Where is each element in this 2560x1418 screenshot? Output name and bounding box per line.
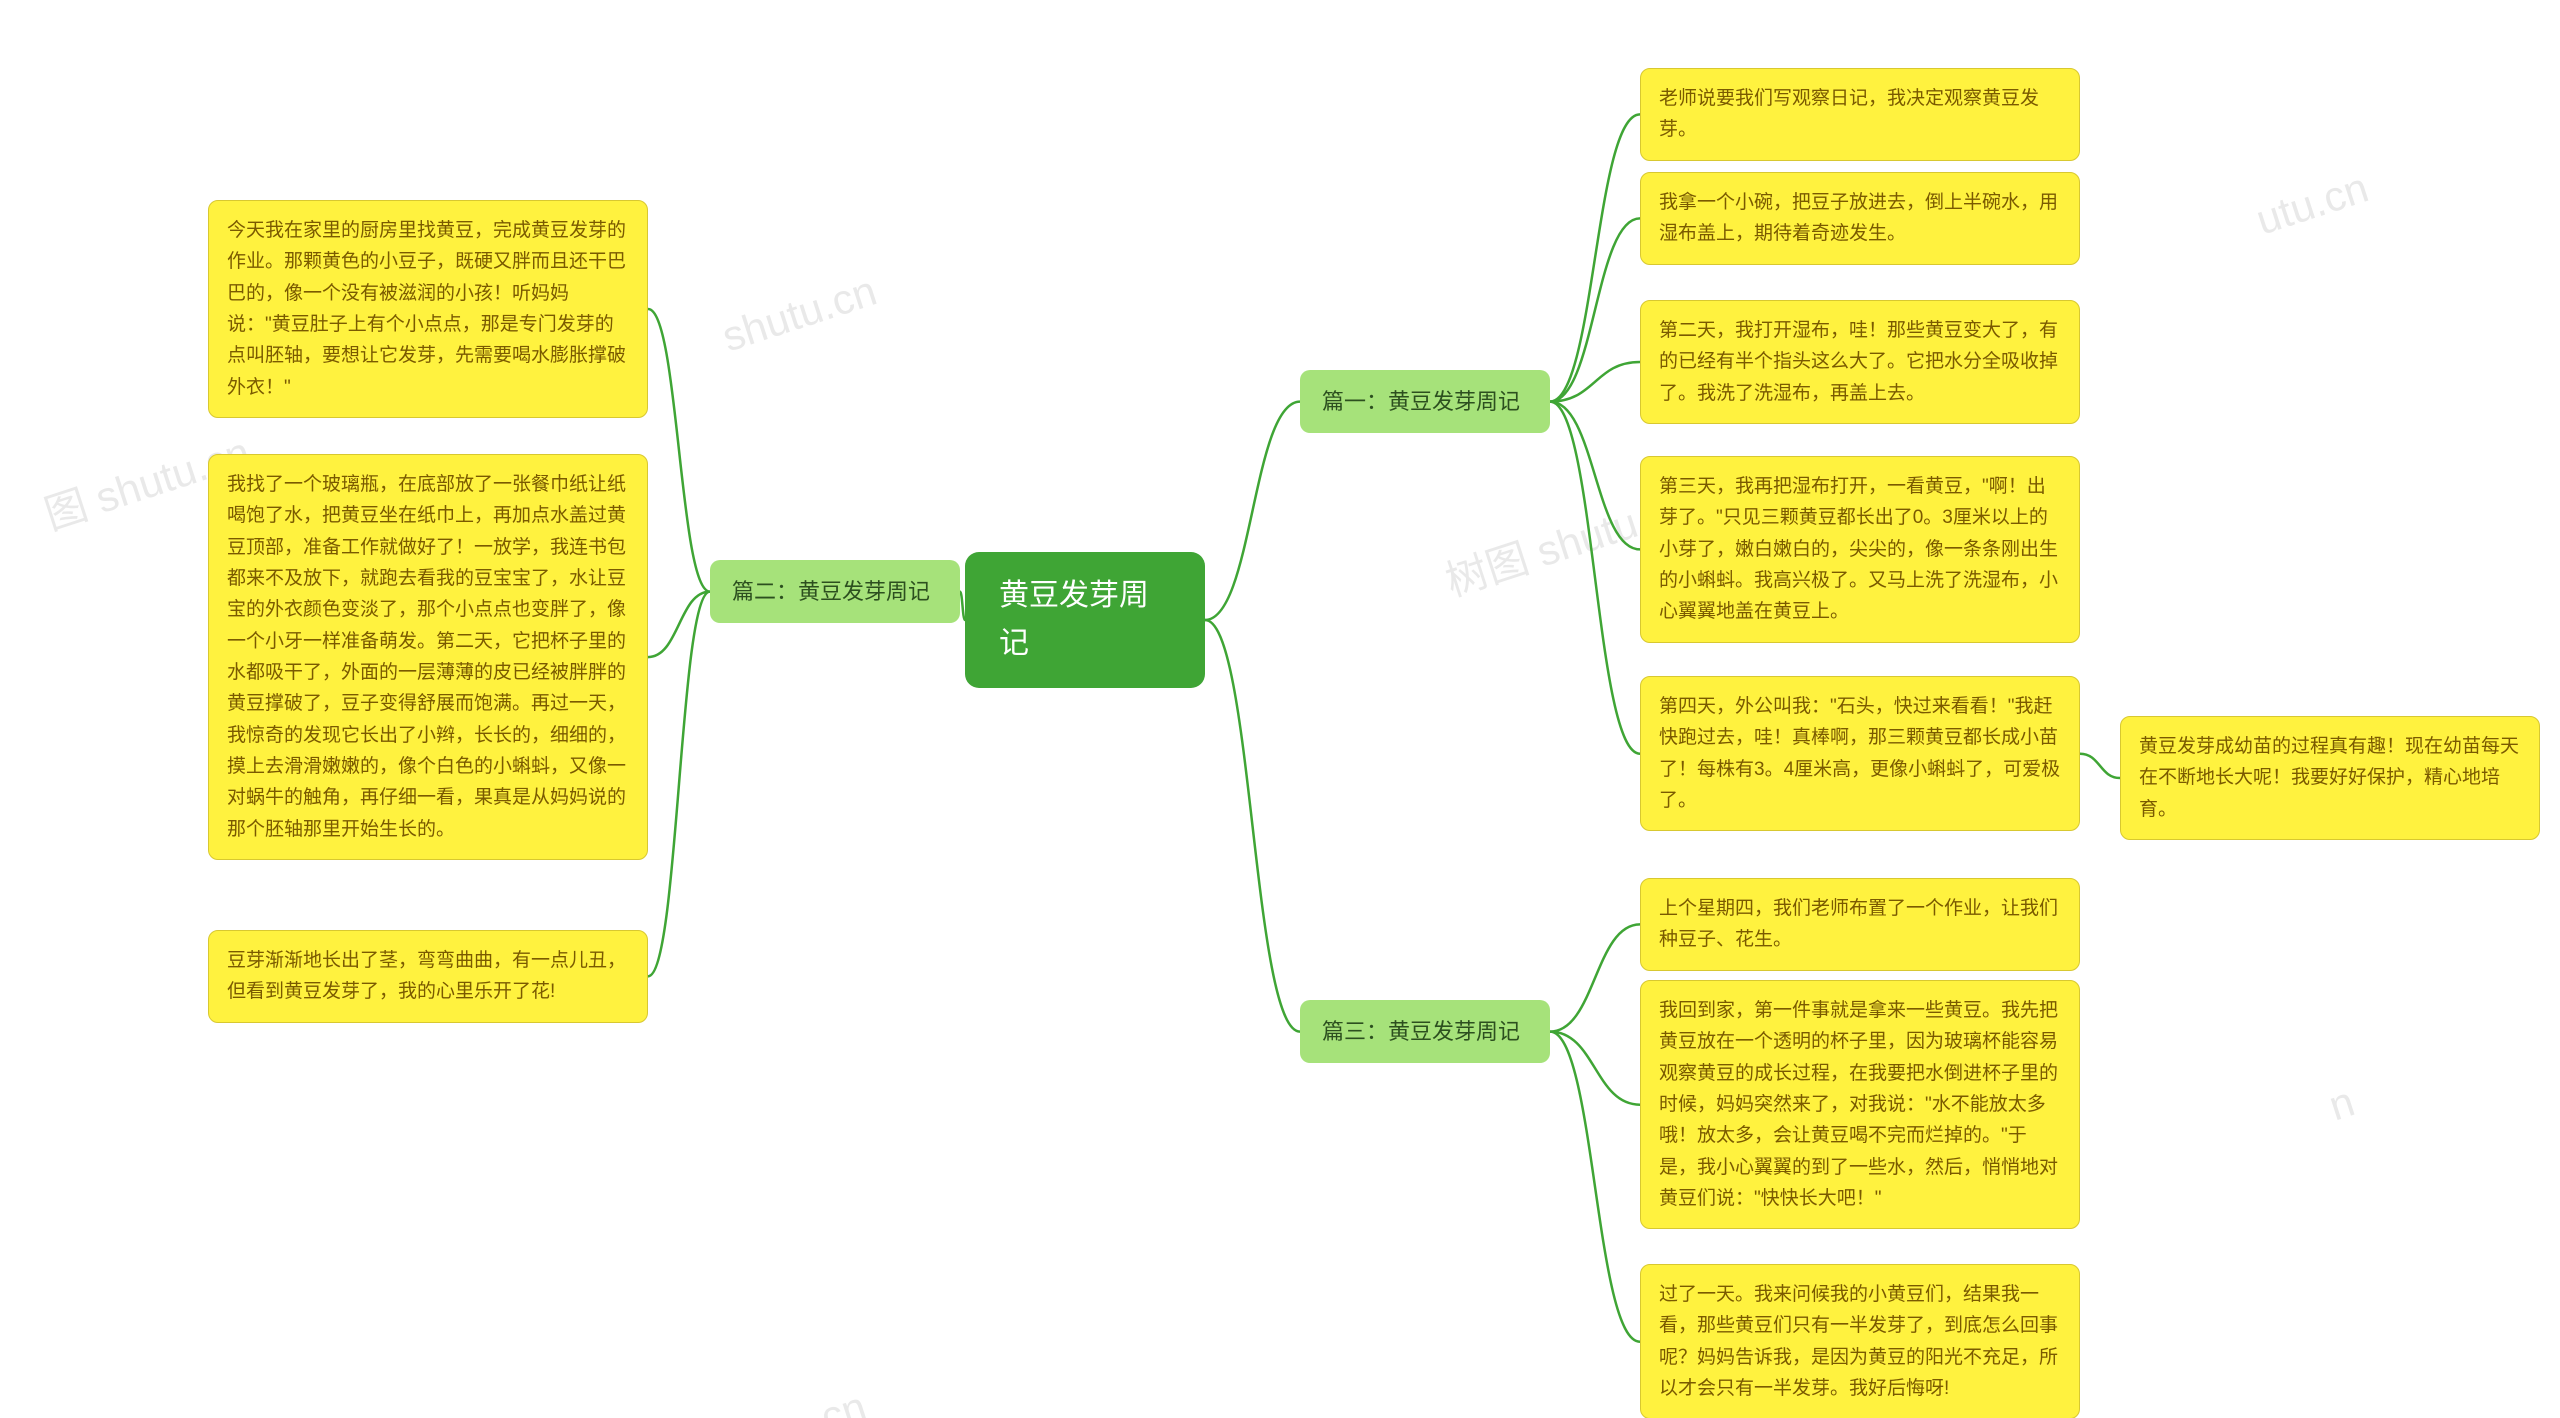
branch-chapter-2[interactable]: 篇二：黄豆发芽周记 [710,560,960,623]
root-label: 黄豆发芽周记 [999,579,1149,660]
leaf-text: 我回到家，第一件事就是拿来一些黄豆。我先把黄豆放在一个透明的杯子里，因为玻璃杯能… [1659,1000,2058,1209]
watermark: utu.cn [2250,163,2374,244]
watermark: n [2323,1078,2360,1131]
leaf-b1-5-1[interactable]: 黄豆发芽成幼苗的过程真有趣！现在幼苗每天在不断地长大呢！我要好好保护，精心地培育… [2120,716,2540,840]
leaf-text: 老师说要我们写观察日记，我决定观察黄豆发芽。 [1659,88,2039,140]
leaf-b2-2[interactable]: 我找了一个玻璃瓶，在底部放了一张餐巾纸让纸喝饱了水，把黄豆坐在纸巾上，再加点水盖… [208,454,648,860]
leaf-text: 今天我在家里的厨房里找黄豆，完成黄豆发芽的作业。那颗黄色的小豆子，既硬又胖而且还… [227,220,626,398]
leaf-text: 我拿一个小碗，把豆子放进去，倒上半碗水，用湿布盖上，期待着奇迹发生。 [1659,192,2058,244]
leaf-text: 我找了一个玻璃瓶，在底部放了一张餐巾纸让纸喝饱了水，把黄豆坐在纸巾上，再加点水盖… [227,474,626,840]
leaf-b1-2[interactable]: 我拿一个小碗，把豆子放进去，倒上半碗水，用湿布盖上，期待着奇迹发生。 [1640,172,2080,265]
branch-chapter-3[interactable]: 篇三：黄豆发芽周记 [1300,1000,1550,1063]
leaf-text: 第四天，外公叫我："石头，快过来看看！"我赶快跑过去，哇！真棒啊，那三颗黄豆都长… [1659,696,2060,811]
leaf-b3-2[interactable]: 我回到家，第一件事就是拿来一些黄豆。我先把黄豆放在一个透明的杯子里，因为玻璃杯能… [1640,980,2080,1229]
branch-label: 篇一：黄豆发芽周记 [1322,389,1520,414]
branch-chapter-1[interactable]: 篇一：黄豆发芽周记 [1300,370,1550,433]
leaf-b1-5[interactable]: 第四天，外公叫我："石头，快过来看看！"我赶快跑过去，哇！真棒啊，那三颗黄豆都长… [1640,676,2080,831]
leaf-text: 豆芽渐渐地长出了茎，弯弯曲曲，有一点儿丑，但看到黄豆发芽了，我的心里乐开了花! [227,950,626,1002]
root-node[interactable]: 黄豆发芽周记 [965,552,1205,688]
leaf-text: 第二天，我打开湿布，哇！那些黄豆变大了，有的已经有半个指头这么大了。它把水分全吸… [1659,320,2058,404]
leaf-b1-1[interactable]: 老师说要我们写观察日记，我决定观察黄豆发芽。 [1640,68,2080,161]
leaf-text: 黄豆发芽成幼苗的过程真有趣！现在幼苗每天在不断地长大呢！我要好好保护，精心地培育… [2139,736,2519,820]
branch-label: 篇三：黄豆发芽周记 [1322,1019,1520,1044]
mindmap-canvas: 图 shutu.cn shutu.cn 树图 shutu.cn utu.cn .… [0,0,2560,1418]
leaf-text: 过了一天。我来问候我的小黄豆们，结果我一看，那些黄豆们只有一半发芽了，到底怎么回… [1659,1284,2058,1399]
leaf-text: 上个星期四，我们老师布置了一个作业，让我们种豆子、花生。 [1659,898,2058,950]
watermark: shutu.cn [716,267,882,362]
watermark: .cn [804,1383,872,1418]
leaf-text: 第三天，我再把湿布打开，一看黄豆，"啊！出芽了。"只见三颗黄豆都长出了0。3厘米… [1659,476,2058,622]
leaf-b1-3[interactable]: 第二天，我打开湿布，哇！那些黄豆变大了，有的已经有半个指头这么大了。它把水分全吸… [1640,300,2080,424]
leaf-b3-3[interactable]: 过了一天。我来问候我的小黄豆们，结果我一看，那些黄豆们只有一半发芽了，到底怎么回… [1640,1264,2080,1418]
leaf-b1-4[interactable]: 第三天，我再把湿布打开，一看黄豆，"啊！出芽了。"只见三颗黄豆都长出了0。3厘米… [1640,456,2080,643]
leaf-b2-1[interactable]: 今天我在家里的厨房里找黄豆，完成黄豆发芽的作业。那颗黄色的小豆子，既硬又胖而且还… [208,200,648,418]
branch-label: 篇二：黄豆发芽周记 [732,579,930,604]
leaf-b2-3[interactable]: 豆芽渐渐地长出了茎，弯弯曲曲，有一点儿丑，但看到黄豆发芽了，我的心里乐开了花! [208,930,648,1023]
leaf-b3-1[interactable]: 上个星期四，我们老师布置了一个作业，让我们种豆子、花生。 [1640,878,2080,971]
